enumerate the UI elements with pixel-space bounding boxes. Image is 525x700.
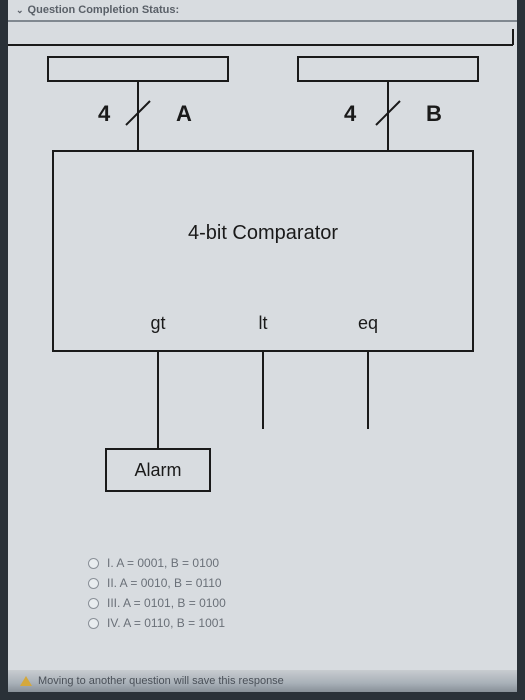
alarm-label: Alarm — [134, 460, 181, 480]
option-label: III. A = 0101, B = 0100 — [107, 596, 226, 610]
option-label: I. A = 0001, B = 0100 — [107, 556, 219, 570]
circuit-diagram: 4 A 4 B 4-bit Comparator gt lt eq Alarm — [8, 22, 517, 692]
out-gt: gt — [150, 313, 165, 333]
input-a-width: 4 — [98, 101, 111, 126]
input-a-name: A — [176, 101, 192, 126]
radio-icon — [88, 618, 99, 629]
footer-bar: Moving to another question will save thi… — [8, 670, 517, 692]
option-iv[interactable]: IV. A = 0110, B = 1001 — [88, 616, 226, 630]
option-label: IV. A = 0110, B = 1001 — [107, 616, 225, 630]
radio-icon — [88, 558, 99, 569]
chevron-down-icon: ⌄ — [16, 5, 24, 16]
option-label: II. A = 0010, B = 0110 — [107, 576, 222, 590]
radio-icon — [88, 598, 99, 609]
answer-options: I. A = 0001, B = 0100 II. A = 0010, B = … — [88, 556, 226, 636]
option-ii[interactable]: II. A = 0010, B = 0110 — [88, 576, 226, 590]
warning-icon — [20, 676, 32, 686]
option-iii[interactable]: III. A = 0101, B = 0100 — [88, 596, 226, 610]
status-label: Question Completion Status: — [28, 4, 180, 16]
input-b-name: B — [426, 101, 442, 126]
input-b-width: 4 — [344, 101, 357, 126]
footer-text: Moving to another question will save thi… — [38, 675, 284, 687]
comparator-title: 4-bit Comparator — [188, 222, 338, 244]
option-i[interactable]: I. A = 0001, B = 0100 — [88, 556, 226, 570]
radio-icon — [88, 578, 99, 589]
out-lt: lt — [259, 313, 268, 333]
status-bar: ⌄ Question Completion Status: — [8, 0, 517, 22]
out-eq: eq — [358, 313, 378, 333]
